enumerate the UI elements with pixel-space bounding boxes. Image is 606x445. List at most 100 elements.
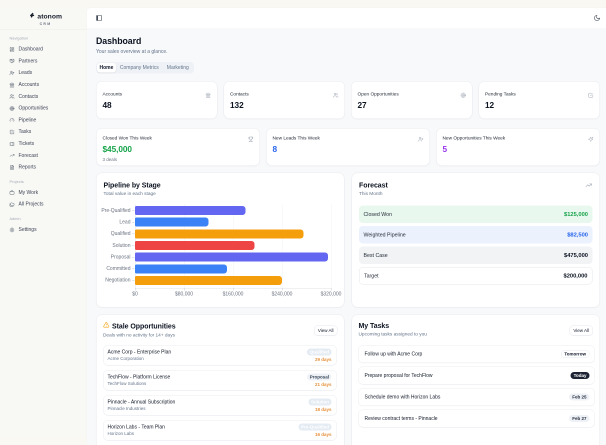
kpi-value: 27 [357, 101, 367, 110]
opportunity-name: Acme Corp - Enterprise Plan [107, 349, 172, 356]
stale-opportunity-item[interactable]: Horizon Labs - Team Plan Horizon Labs Pre-… [103, 420, 337, 441]
tasks-heading-group: My Tasks Upcoming tasks assigned to you [359, 322, 427, 338]
task-due-badge: Feb 27 [569, 415, 590, 422]
sparkles-icon [588, 136, 594, 142]
kpi-value: 48 [102, 101, 112, 110]
opportunity-info: Acme Corp - Enterprise Plan Acme Corporat… [108, 350, 172, 362]
kpi-row-2: Closed Won This Week $45,000 3 deals New Le… [96, 128, 600, 166]
kpi-label: Pending Tasks [485, 91, 516, 98]
chart-x-tick-label: $240,000 [271, 291, 293, 298]
opportunity-meta: Pre-Qualified 16 days [298, 423, 332, 437]
forecast-row-value: $82,500 [567, 231, 588, 238]
sidebar-item-label: Accounts [18, 82, 40, 88]
tab-home[interactable]: Home [97, 63, 116, 73]
sidebar-item-label: My Work [18, 189, 39, 196]
sidebar-item-accounts[interactable]: Accounts [0, 79, 87, 91]
sidebar-item-reports[interactable]: Reports [0, 161, 87, 173]
opportunity-company: Acme Corporation [107, 356, 144, 361]
sidebar-item-pipeline[interactable]: Pipeline [0, 114, 87, 126]
sidebar-item-label: Contacts [18, 93, 39, 100]
chart-y-tick-mark [132, 233, 135, 235]
target-icon [460, 92, 467, 98]
forecast-rows: Closed Won $125,000 Weighted Pipeline $82,5… [359, 205, 593, 285]
folders-icon [9, 202, 15, 207]
opportunity-company: Horizon Labs [107, 431, 135, 436]
sidebar-item-forecast[interactable]: Forecast [0, 150, 87, 162]
sidebar-section-label: Admin [9, 216, 21, 221]
chart-x-tick-mark [233, 288, 234, 291]
sidebar-item-label: Settings [18, 227, 37, 233]
my-tasks-card: My Tasks Upcoming tasks assigned to you … [351, 314, 600, 445]
kpi-value: 12 [485, 101, 495, 110]
sidebar-item-tickets[interactable]: Tickets [0, 138, 87, 150]
page-header: Dashboard Your sales overview at a glanc… [96, 36, 600, 55]
sidebar-toggle-icon[interactable] [96, 15, 103, 22]
tab-marketing[interactable]: Marketing [166, 65, 189, 71]
kpi-value: 5 [442, 145, 448, 154]
chart-y-tick-mark [132, 245, 135, 246]
forecast-row-weighted-pipeline: Weighted Pipeline $82,500 [359, 226, 593, 244]
stale-opportunity-item[interactable]: TechFlow - Platform License TechFlow Solu… [103, 370, 337, 391]
chart-y-label: Pre-Qualified [101, 207, 131, 214]
stale-heading-group: Stale Opportunities Deals with no activi… [103, 322, 176, 338]
sidebar-item-dashboard[interactable]: Dashboard [0, 44, 87, 56]
kpi-row-1: Accounts 48 Contacts 132 Open Opportunities 2… [96, 81, 600, 119]
task-item[interactable]: Review contract terms - Pinnacle Feb 27 [358, 409, 595, 428]
forecast-card: Forecast This Month Closed Won $125,000 We… [351, 172, 600, 308]
stale-opportunity-item[interactable]: Acme Corp - Enterprise Plan Acme Corporat… [103, 345, 337, 366]
tab-company-metrics[interactable]: Company Metrics [119, 65, 159, 71]
stage-badge: Pre-Qualified [298, 423, 332, 431]
task-item[interactable]: Follow up with Acme Corp Tomorrow [358, 345, 595, 363]
tasks-title-row: My Tasks [359, 322, 427, 330]
check-square-icon [9, 129, 15, 135]
chart-bar-pre-qualified [135, 206, 246, 216]
stage-badge: Proposal [307, 373, 332, 381]
main-area: Dashboard Your sales overview at a glanc… [87, 8, 606, 445]
sidebar-item-label: Reports [18, 164, 37, 171]
stale-view-all-button[interactable]: View All [313, 325, 338, 336]
opportunity-info: Horizon Labs - Team Plan Horizon Labs [108, 425, 165, 437]
chart-y-tick-mark [132, 280, 135, 281]
handshake-icon [9, 59, 15, 64]
topbar [87, 8, 606, 28]
sidebar-item-opportunities[interactable]: Opportunities [0, 102, 87, 114]
task-item[interactable]: Prepare proposal for TechFlow Today [358, 366, 595, 385]
sidebar-item-leads[interactable]: Leads [0, 67, 87, 79]
opportunity-name: TechFlow - Platform License [107, 374, 171, 381]
tasks-panel-header: My Tasks Upcoming tasks assigned to you … [359, 322, 593, 338]
forecast-row-label: Target [364, 272, 379, 279]
sidebar-section-projects: Projects My Work All Projects [0, 179, 87, 210]
settings-icon [9, 227, 15, 233]
target-icon [9, 106, 15, 111]
task-item[interactable]: Schedule demo with Horizon Labs Feb 25 [358, 388, 595, 406]
bottom-row: Stale Opportunities Deals with no activi… [96, 314, 600, 445]
sidebar-item-my-work[interactable]: My Work [0, 187, 87, 199]
trophy-icon [248, 136, 254, 142]
chart-y-tick-mark [132, 221, 135, 223]
stale-opportunity-item[interactable]: Pinnacle - Annual Subscription Pinnacle I… [103, 395, 337, 416]
dashboard-content: Dashboard Your sales overview at a glanc… [87, 28, 606, 445]
stale-items-list: Acme Corp - Enterprise Plan Acme Corporat… [103, 345, 337, 445]
kpi-card-closed-won-this-week: Closed Won This Week $45,000 3 deals [96, 128, 260, 166]
opportunity-company: Pinnacle Industries [107, 406, 146, 411]
chart-x-tick-mark [135, 288, 136, 291]
sidebar-item-all-projects[interactable]: All Projects [0, 199, 87, 211]
theme-toggle-moon-icon[interactable] [594, 15, 601, 22]
tasks-view-all-button[interactable]: View All [569, 325, 593, 336]
sidebar-item-settings[interactable]: Settings [0, 224, 87, 236]
sidebar-item-contacts[interactable]: Contacts [0, 91, 87, 103]
kpi-label: Closed Won This Week [102, 135, 152, 142]
brand-logo-icon [29, 12, 36, 21]
trending-up-icon [585, 182, 593, 189]
kpi-label: Contacts [230, 91, 249, 98]
sidebar-item-partners[interactable]: Partners [0, 55, 87, 67]
sidebar-item-label: Tasks [18, 129, 32, 135]
chart-y-tick-mark [132, 256, 135, 258]
landmark-icon [205, 92, 212, 98]
sidebar-item-tasks[interactable]: Tasks [0, 126, 87, 138]
sidebar-header: atonom CRM [0, 8, 87, 30]
users-icon [333, 92, 339, 98]
chart-x-tick-label: $80,000 [174, 291, 194, 298]
ticket-icon [9, 141, 15, 146]
forecast-row-label: Closed Won [363, 211, 393, 218]
